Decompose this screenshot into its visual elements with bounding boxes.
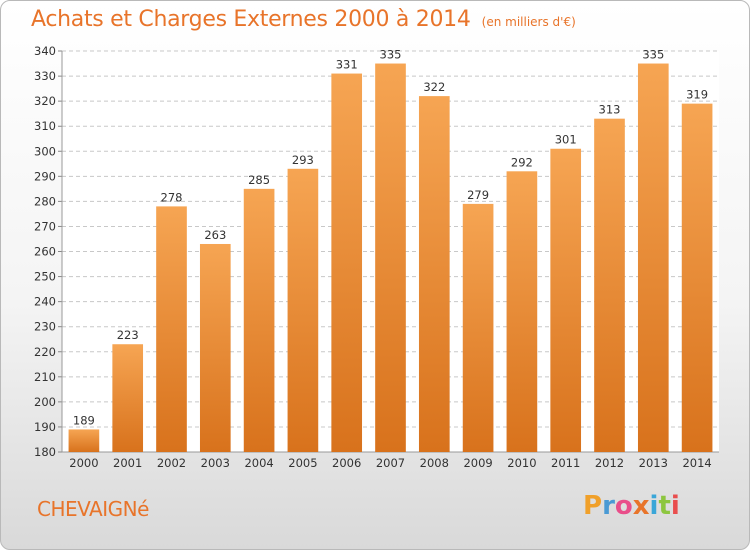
- value-label-2003: 263: [204, 228, 226, 242]
- logo-letter: o: [615, 491, 633, 521]
- x-tick-label-2006: 2006: [332, 456, 361, 470]
- value-label-2002: 278: [161, 190, 183, 204]
- y-tick-label: 300: [34, 144, 56, 158]
- x-tick-label-2011: 2011: [551, 456, 580, 470]
- y-tick-label: 230: [34, 320, 56, 334]
- y-tick-label: 310: [34, 119, 56, 133]
- value-label-2001: 223: [117, 328, 139, 342]
- logo-letter: x: [633, 491, 650, 521]
- x-tick-label-2001: 2001: [113, 456, 142, 470]
- y-tick-label: 240: [34, 295, 56, 309]
- logo-letter: i: [671, 491, 680, 521]
- y-tick-label: 320: [34, 94, 56, 108]
- y-tick-label: 330: [34, 69, 56, 83]
- value-label-2011: 301: [555, 133, 577, 147]
- y-tick-label: 180: [34, 445, 56, 459]
- y-tick-label: 220: [34, 345, 56, 359]
- x-tick-label-2008: 2008: [420, 456, 449, 470]
- value-label-2004: 285: [248, 173, 270, 187]
- bar-2011: [550, 149, 581, 452]
- x-tick-label-2012: 2012: [595, 456, 624, 470]
- x-tick-label-2010: 2010: [507, 456, 536, 470]
- logo-letter: t: [658, 491, 670, 521]
- y-tick-label: 290: [34, 169, 56, 183]
- value-label-2012: 313: [599, 103, 621, 117]
- y-tick-label: 340: [34, 44, 56, 58]
- y-tick-label: 200: [34, 395, 56, 409]
- value-label-2010: 292: [511, 155, 533, 169]
- x-tick-label-2013: 2013: [639, 456, 668, 470]
- y-tick-label: 250: [34, 270, 56, 284]
- bar-2014: [682, 104, 713, 452]
- value-label-2000: 189: [73, 413, 95, 427]
- place-name: CHEVAIGNé: [37, 497, 149, 521]
- bar-chart: 180 190 200 210 220 230 240 250 260 270 280 290 300 3…: [1, 1, 749, 549]
- bar-2002: [156, 206, 187, 452]
- value-label-2009: 279: [467, 188, 489, 202]
- proxiti-logo: Proxiti: [583, 491, 680, 521]
- x-tick-label-2000: 2000: [69, 456, 98, 470]
- value-label-2006: 331: [336, 58, 358, 72]
- value-label-2014: 319: [686, 88, 708, 102]
- x-tick-label-2014: 2014: [682, 456, 711, 470]
- x-tick-label-2004: 2004: [244, 456, 273, 470]
- logo-letter: r: [602, 491, 615, 521]
- bar-2007: [375, 64, 406, 452]
- bar-2004: [244, 189, 275, 452]
- logo-letter: P: [583, 491, 602, 521]
- bar-2005: [288, 169, 319, 452]
- y-tick-label: 210: [34, 370, 56, 384]
- x-tick-label-2007: 2007: [376, 456, 405, 470]
- bar-2012: [594, 119, 625, 452]
- x-tick-label-2002: 2002: [157, 456, 186, 470]
- chart-frame: Achats et Charges Externes 2000 à 2014 (…: [0, 0, 750, 550]
- x-tick-label-2005: 2005: [288, 456, 317, 470]
- y-tick-label: 280: [34, 194, 56, 208]
- value-label-2008: 322: [423, 80, 445, 94]
- x-tick-label-2009: 2009: [463, 456, 492, 470]
- y-tick-label: 270: [34, 219, 56, 233]
- bar-2010: [507, 171, 538, 452]
- y-tick-label: 190: [34, 420, 56, 434]
- bar-2001: [112, 344, 143, 452]
- value-label-2007: 335: [380, 48, 402, 62]
- bar-2009: [463, 204, 494, 452]
- bar-2013: [638, 64, 669, 452]
- bar-2000: [69, 429, 100, 452]
- bar-2003: [200, 244, 231, 452]
- bar-2008: [419, 96, 450, 452]
- y-tick-label: 260: [34, 245, 56, 259]
- value-label-2005: 293: [292, 153, 314, 167]
- bar-2006: [331, 74, 362, 452]
- value-label-2013: 335: [642, 48, 664, 62]
- x-tick-label-2003: 2003: [201, 456, 230, 470]
